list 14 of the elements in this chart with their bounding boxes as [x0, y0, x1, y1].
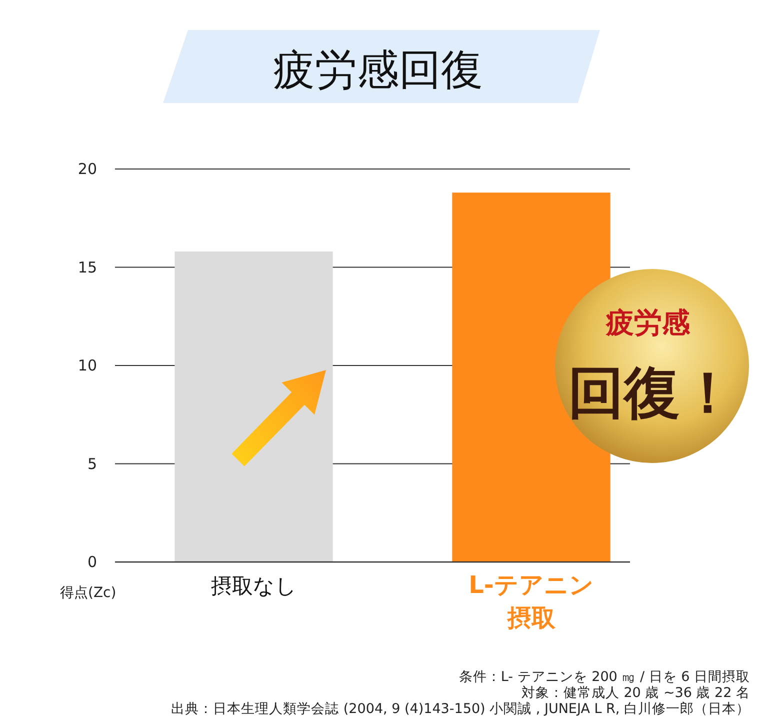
x-tick-label: 摂取なし: [210, 574, 297, 598]
source-note: 出典：日本生理人類学会誌 (2004, 9 (4)143-150) 小関誠 , JUNEJA L R, 白川修一郎（日本）: [171, 701, 750, 717]
y-tick-label: 0: [87, 553, 97, 571]
annotation: 疲労感: [605, 306, 691, 339]
text: 条件：L- テアニンを 200 ㎎ / 日を 6 日間摂取: [458, 669, 750, 685]
y-tick-label: 5: [87, 454, 97, 473]
text: 対象：健常成人 20 歳 ~36 歳 22 名: [521, 685, 750, 701]
chart-title: 疲労感回復: [273, 45, 483, 94]
x-tick-label: L-テアニン摂取: [468, 571, 594, 632]
y-axis-title: 得点(Zc): [60, 585, 116, 601]
annotation: 回復！: [568, 360, 736, 426]
y-tick-label: 15: [78, 258, 97, 276]
y-tick-label: 10: [78, 356, 97, 374]
y-tick-label: 20: [78, 160, 97, 178]
